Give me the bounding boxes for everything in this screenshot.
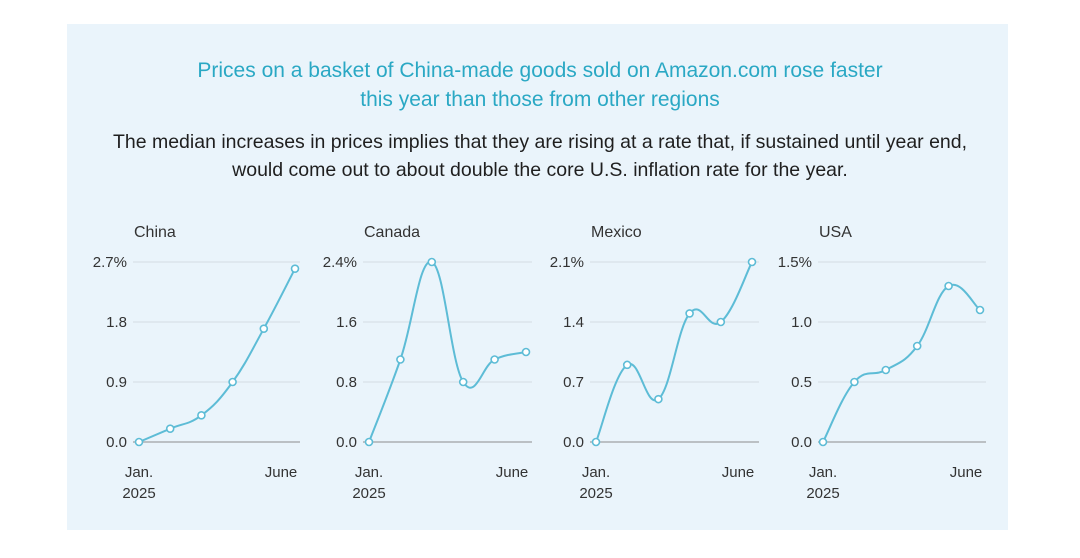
mexico-y-tick-label: 0.7 [563,374,584,391]
china-series-line [138,268,296,443]
china-y-tick-label: 1.8 [106,314,127,331]
china-x-tick-label: June [265,464,298,481]
canada-data-point [427,257,437,267]
mexico-y-tick-label: 0.0 [563,434,584,451]
usa-data-point [944,281,953,291]
china-data-point [228,377,237,387]
canada-y-tick-label: 2.4% [323,254,357,271]
usa-y-tick-label: 0.5 [791,374,812,391]
canada-y-tick-label: 0.8 [336,374,357,391]
usa-x-tick-label: June [950,464,983,481]
mexico-x-tick-label: Jan. [582,464,610,481]
china-x-tick-label: Jan. [125,464,153,481]
mexico-data-point [716,317,726,327]
mexico-chart-title: Mexico [591,224,642,241]
china-y-tick-label: 2.7% [93,254,127,271]
mexico-y-tick-label: 2.1% [550,254,584,271]
usa-y-tick-label: 1.5% [778,254,812,271]
mexico-x-tick-label: June [722,464,755,481]
chart-title: Prices on a basket of China-made goods s… [0,56,1080,114]
usa-y-tick-label: 1.0 [791,314,812,331]
china-x-tick-label: 2025 [122,485,155,502]
mexico-series-line [595,261,753,443]
chart-title-line-1: Prices on a basket of China-made goods s… [197,59,883,82]
usa-y-tick-label: 0.0 [791,434,812,451]
china-data-point [197,411,206,420]
canada-data-point [458,377,468,387]
china-y-tick-label: 0.9 [106,374,127,391]
usa-x-tick-label: Jan. [809,464,837,481]
chart-subtitle-line-1: The median increases in prices implies t… [112,131,968,153]
canada-data-point [364,437,374,447]
mexico-data-point [654,394,663,404]
canada-y-tick-label: 0.0 [336,434,357,451]
usa-data-point [818,437,828,447]
mexico-y-tick-label: 1.4 [563,314,584,331]
china-data-point [259,324,269,333]
usa-data-point [975,305,985,315]
usa-data-point [850,377,859,387]
canada-x-tick-label: Jan. [355,464,383,481]
china-chart-title: China [134,224,176,241]
china-data-point [290,264,300,273]
canada-y-tick-label: 1.6 [336,314,357,331]
mexico-data-point [591,437,601,447]
china-data-point [165,424,175,433]
canada-data-point [490,355,499,364]
chart-subtitle-line-2: would come out to about double the core … [232,159,848,181]
chart-title-line-2: this year than those from other regions [360,88,720,111]
mexico-data-point [622,360,632,370]
china-y-tick-label: 0.0 [106,434,127,451]
usa-data-point [881,365,891,375]
canada-x-tick-label: June [496,464,529,481]
china-data-point [134,437,144,447]
chart-card [67,24,1008,530]
canada-data-point [521,347,531,357]
canada-data-point [396,355,405,364]
usa-data-point [912,341,922,351]
mexico-data-point [747,257,757,267]
usa-x-tick-label: 2025 [806,485,839,502]
mexico-x-tick-label: 2025 [579,485,612,502]
canada-chart-title: Canada [364,224,420,241]
canada-x-tick-label: 2025 [352,485,385,502]
usa-series-line [822,283,981,443]
canada-series-line [368,260,527,443]
chart-subtitle: The median increases in prices implies t… [0,128,1080,184]
usa-chart-title: USA [819,224,852,241]
mexico-data-point [685,309,694,318]
